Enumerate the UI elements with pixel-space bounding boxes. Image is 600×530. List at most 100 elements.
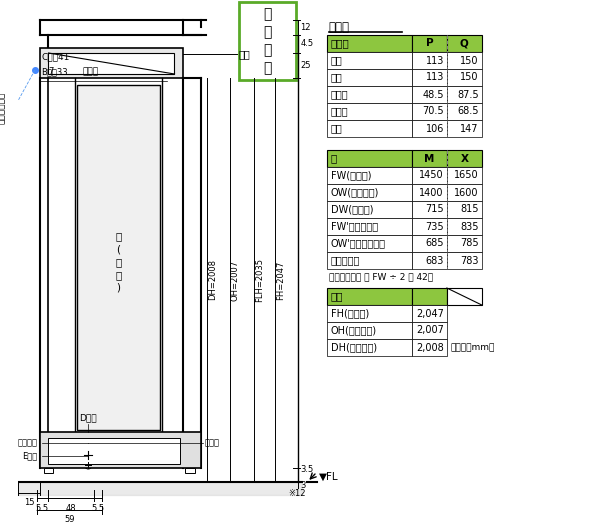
Text: FW'（内枠幅）: FW'（内枠幅）	[331, 222, 377, 232]
Text: 5.5: 5.5	[35, 504, 49, 513]
Bar	[412, 235, 447, 252]
Text: 3.5: 3.5	[301, 465, 314, 474]
Text: 4.5: 4.5	[301, 40, 314, 49]
Text: 12: 12	[301, 23, 311, 32]
Text: 戸当枠: 戸当枠	[331, 107, 348, 117]
Text: OH=2007: OH=2007	[231, 260, 240, 301]
Bar	[40, 432, 200, 468]
Text: 835: 835	[460, 222, 479, 232]
Bar	[412, 322, 447, 339]
Text: 1450: 1450	[419, 171, 444, 181]
Bar	[326, 252, 412, 269]
Bar	[412, 86, 447, 103]
Text: 2,047: 2,047	[416, 308, 444, 319]
Text: 縦枠: 縦枠	[331, 56, 342, 66]
Bar	[326, 120, 412, 137]
Text: 48: 48	[65, 504, 76, 513]
Bar	[412, 288, 447, 305]
Bar	[412, 150, 447, 167]
Bar	[326, 86, 412, 103]
Bar	[447, 201, 482, 218]
Bar	[326, 322, 412, 339]
Bar	[77, 85, 160, 430]
Bar	[40, 48, 183, 78]
Text: ド: ド	[115, 257, 121, 267]
Text: 70.5: 70.5	[422, 107, 444, 117]
Bar	[447, 218, 482, 235]
Text: 59: 59	[64, 515, 74, 524]
Text: ケーシング枠: ケーシング枠	[0, 92, 5, 124]
Text: 柱中心: 柱中心	[205, 438, 220, 447]
Bar	[326, 35, 412, 52]
Bar	[447, 120, 482, 137]
Bar	[412, 120, 447, 137]
Text: 2,007: 2,007	[416, 325, 444, 335]
Bar	[326, 150, 412, 167]
Bar	[49, 438, 181, 464]
Text: 783: 783	[460, 255, 479, 266]
Bar	[326, 201, 412, 218]
Text: OH(枠内高さ): OH(枠内高さ)	[331, 325, 377, 335]
Bar	[447, 184, 482, 201]
Text: 断: 断	[263, 25, 272, 39]
Text: X: X	[460, 154, 469, 163]
Bar	[412, 69, 447, 86]
Text: 扉: 扉	[115, 231, 121, 241]
Text: FH=2047: FH=2047	[276, 260, 285, 299]
Bar	[326, 184, 412, 201]
Text: (: (	[116, 244, 120, 254]
Bar	[412, 305, 447, 322]
Text: 25: 25	[301, 61, 311, 70]
Bar	[326, 103, 412, 120]
Bar	[412, 339, 447, 356]
Text: 下枠: 下枠	[331, 123, 342, 134]
Text: 3: 3	[301, 481, 306, 490]
Bar	[447, 288, 482, 305]
Bar	[447, 167, 482, 184]
Text: 7: 7	[49, 67, 54, 76]
Text: 方立枠: 方立枠	[82, 67, 98, 76]
Text: E寸法: E寸法	[23, 452, 38, 461]
Bar	[447, 103, 482, 120]
Text: OW(外枠内幅): OW(外枠内幅)	[331, 188, 379, 198]
Text: 113: 113	[425, 56, 444, 66]
Text: 上枠: 上枠	[331, 73, 342, 83]
Text: OW'（内枠内幅）: OW'（内枠内幅）	[331, 238, 386, 249]
Text: 上枠: 上枠	[238, 49, 250, 59]
Bar	[447, 35, 482, 52]
Text: 1600: 1600	[454, 188, 479, 198]
Text: FH(枠高さ): FH(枠高さ)	[331, 308, 369, 319]
Bar	[447, 252, 482, 269]
Text: 幅: 幅	[331, 154, 337, 163]
Bar	[412, 201, 447, 218]
Text: ※12: ※12	[288, 490, 305, 499]
Text: 見込み: 見込み	[331, 39, 349, 49]
Text: 高さ: 高さ	[331, 292, 343, 302]
Text: P: P	[425, 39, 433, 49]
Text: M: M	[424, 154, 434, 163]
Text: （単位：mm）: （単位：mm）	[451, 343, 495, 352]
Bar	[412, 184, 447, 201]
Text: D寸法: D寸法	[79, 413, 97, 422]
Text: DW(ドア幅): DW(ドア幅)	[331, 205, 373, 215]
Text: 図: 図	[263, 61, 272, 75]
Bar	[447, 86, 482, 103]
Bar	[185, 468, 195, 473]
Text: 150: 150	[460, 73, 479, 83]
Bar	[326, 52, 412, 69]
Text: 寸法表: 寸法表	[329, 21, 350, 34]
Bar	[447, 235, 482, 252]
Text: 87.5: 87.5	[457, 90, 479, 100]
Text: 147: 147	[460, 123, 479, 134]
Text: 735: 735	[425, 222, 444, 232]
Text: 方立枠: 方立枠	[331, 90, 348, 100]
Text: 815: 815	[460, 205, 479, 215]
Text: B寸法33: B寸法33	[41, 67, 67, 76]
Text: 106: 106	[425, 123, 444, 134]
Bar	[326, 339, 412, 356]
Bar	[412, 35, 447, 52]
Text: 15: 15	[24, 498, 34, 507]
Text: 150: 150	[460, 56, 479, 66]
Text: 縦: 縦	[263, 7, 272, 21]
Bar	[412, 167, 447, 184]
